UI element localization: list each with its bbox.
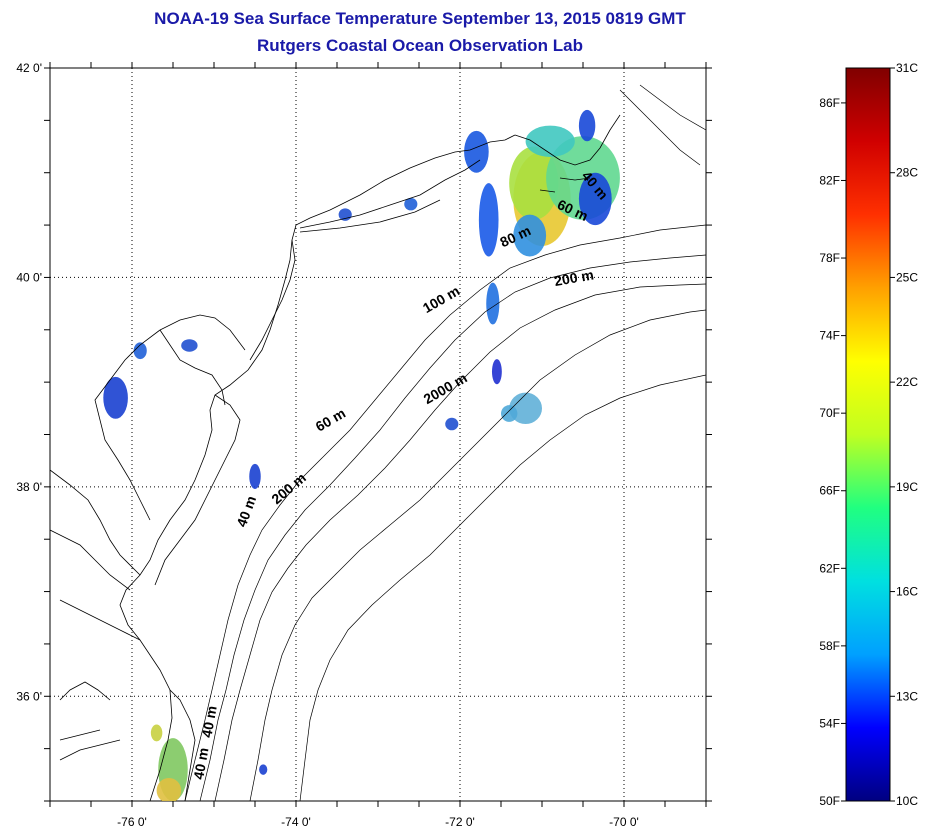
colorbar-f-label: 82F: [819, 173, 840, 187]
sst-patch: [181, 339, 198, 352]
sst-patch: [509, 146, 559, 220]
x-tick-label: -76 0': [117, 815, 147, 829]
colorbar-f-label: 58F: [819, 639, 840, 653]
isobath-label: 40 m: [198, 704, 219, 738]
isobath-label: 200 m: [553, 266, 595, 289]
colorbar-c-label: 13C: [896, 689, 918, 703]
colorbar-c-label: 10C: [896, 794, 918, 808]
colorbar-c-label: 22C: [896, 375, 918, 389]
sst-patch: [156, 777, 182, 801]
colorbar-f-label: 50F: [819, 794, 840, 808]
sst-patch: [578, 109, 596, 142]
isobaths: [184, 84, 706, 801]
x-tick-label: -74 0': [281, 815, 311, 829]
sst-patch: [133, 342, 147, 360]
sst-patch: [486, 282, 500, 325]
sst-patch: [338, 208, 352, 221]
sst-patch: [478, 183, 499, 257]
sst-patch: [513, 214, 547, 257]
y-tick-label: 40 0': [16, 270, 42, 284]
colorbar-f-label: 54F: [819, 716, 840, 730]
y-tick-label: 38 0': [16, 480, 42, 494]
colorbar-f-label: 66F: [819, 484, 840, 498]
colorbar-c-label: 16C: [896, 585, 918, 599]
colorbar-f-label: 62F: [819, 561, 840, 575]
colorbar-f-label: 70F: [819, 406, 840, 420]
sst-patch: [404, 197, 418, 211]
sst-patches: [103, 109, 620, 801]
sst-patch: [491, 359, 502, 385]
sst-patch: [445, 417, 459, 431]
colorbar-f-label: 78F: [819, 251, 840, 265]
colorbar-c-label: 25C: [896, 270, 918, 284]
x-tick-label: -70 0': [609, 815, 639, 829]
map-title: NOAA-19 Sea Surface Temperature Septembe…: [154, 9, 686, 28]
sst-patch: [150, 724, 163, 742]
sst-patch: [103, 376, 128, 419]
sst-patch: [525, 125, 575, 158]
colorbar-c-label: 28C: [896, 166, 918, 180]
sst-patch: [464, 130, 489, 173]
colorbar-c-label: 31C: [896, 61, 918, 75]
colorbar-f-label: 74F: [819, 329, 840, 343]
sst-patch: [249, 463, 261, 489]
sst-patch: [501, 405, 518, 422]
isobath-label: 40 m: [190, 746, 211, 780]
sst-patch: [509, 392, 542, 425]
axis-ticks: -76 0' -74 0' -72 0' -70 0' 42 0' 40 0' 38 0' 3…: [16, 61, 712, 829]
x-tick-label: -72 0': [445, 815, 475, 829]
y-tick-label: 42 0': [16, 61, 42, 75]
colorbar-c-label: 19C: [896, 480, 918, 494]
coastline: [50, 114, 621, 801]
sst-patch: [578, 172, 612, 226]
colorbar-f-label: 86F: [819, 96, 840, 110]
sst-patch: [259, 764, 268, 775]
map-subtitle: Rutgers Coastal Ocean Observation Lab: [257, 36, 583, 55]
colorbar: 31C 28C 25C 22C 19C 16C 13C 10C 86F 82F 78F 74F 70F 6…: [819, 61, 918, 808]
colorbar-gradient: [845, 67, 891, 802]
y-tick-label: 36 0': [16, 689, 42, 703]
